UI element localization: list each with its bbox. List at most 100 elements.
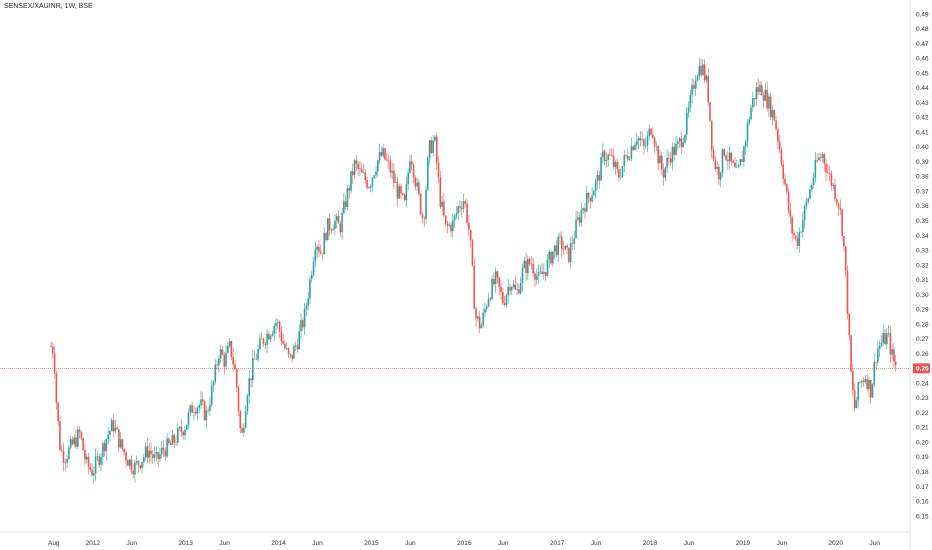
candle-body — [734, 162, 736, 168]
candle-body — [735, 167, 738, 168]
candle-body — [164, 450, 167, 457]
candle-body — [766, 89, 768, 109]
x-tick-label: 2018 — [643, 540, 658, 547]
candle-body — [337, 216, 340, 224]
y-tick-label: 0.34 — [916, 233, 929, 240]
y-tick-label: 0.28 — [916, 321, 929, 328]
candle-body — [646, 135, 649, 147]
candle-body — [307, 298, 309, 306]
candle-body — [75, 437, 77, 447]
candle-body — [641, 139, 643, 141]
candle-body — [439, 177, 442, 207]
candle-body — [703, 64, 706, 81]
candle-body — [559, 236, 561, 238]
candle-body — [728, 152, 731, 162]
candle-body — [419, 193, 422, 214]
candle-body — [225, 352, 227, 367]
candle-body — [400, 186, 402, 194]
x-tick-label: 2019 — [736, 540, 751, 547]
candle-body — [184, 429, 186, 436]
candle-body — [130, 459, 133, 471]
candle-body — [69, 439, 72, 448]
candle-body — [252, 358, 254, 381]
candle-body — [753, 98, 756, 100]
candle-body — [621, 165, 624, 177]
candle-body — [510, 287, 513, 291]
candle-body — [730, 152, 733, 162]
candle-body — [187, 412, 190, 425]
candle-body — [723, 149, 726, 156]
candle-body — [178, 427, 181, 429]
candle-body — [277, 321, 279, 323]
candle-body — [198, 405, 201, 409]
candle-body — [778, 141, 781, 150]
candles-group — [50, 58, 897, 484]
y-tick-label: 0.26 — [916, 351, 929, 358]
candle-body — [278, 321, 281, 332]
candle-body — [582, 208, 584, 211]
candle-body — [146, 446, 149, 458]
candle-body — [614, 161, 617, 167]
y-tick-label: 0.45 — [916, 70, 929, 77]
candle-body — [291, 354, 293, 359]
candle-body — [505, 295, 508, 305]
candle-body — [771, 109, 774, 118]
x-tick-label: 2020 — [828, 540, 843, 547]
candle-body — [160, 447, 163, 455]
candle-body — [462, 201, 465, 209]
candle-body — [118, 429, 120, 448]
candle-body — [350, 171, 352, 191]
candle-body — [176, 428, 179, 443]
y-tick-label: 0.21 — [916, 425, 929, 432]
candle-body — [689, 94, 692, 108]
y-axis-ticks: 0.49 0.48 0.47 0.46 0.45 0.44 0.43 0.42 0.41 0.40… — [916, 11, 929, 520]
candle-body — [875, 362, 877, 363]
candle-body — [760, 85, 763, 96]
candle-body — [566, 245, 568, 248]
candle-body — [243, 427, 245, 433]
candle-body — [569, 243, 572, 263]
candle-body — [653, 137, 656, 147]
candle-body — [407, 172, 409, 185]
y-tick-label: 0.20 — [916, 439, 929, 446]
candle-body — [391, 170, 393, 173]
candle-body — [452, 220, 454, 232]
candle-body — [455, 213, 458, 216]
candle-body — [882, 332, 885, 343]
candle-body — [76, 429, 79, 447]
candle-body — [302, 320, 304, 328]
candle-body — [769, 96, 772, 118]
candle-body — [859, 382, 861, 383]
y-tick-label: 0.43 — [916, 100, 929, 107]
candle-body — [257, 348, 259, 360]
candle-body — [864, 379, 867, 383]
candle-body — [405, 184, 408, 201]
candle-body — [255, 359, 258, 360]
candle-body — [435, 136, 438, 163]
candle-body — [885, 333, 888, 345]
candle-body — [784, 178, 786, 185]
candle-body — [432, 140, 434, 153]
candle-body — [366, 180, 368, 188]
candle-body — [768, 96, 770, 109]
candle-body — [543, 271, 545, 274]
candle-body — [732, 161, 735, 163]
candle-body — [891, 349, 893, 355]
candle-body — [484, 308, 486, 313]
candle-body — [764, 89, 767, 101]
candle-body — [268, 333, 270, 340]
candle-body — [832, 184, 835, 186]
candle-body — [201, 399, 204, 402]
x-tick-label: Jun — [312, 540, 323, 547]
y-tick-label: 0.42 — [916, 115, 929, 122]
candle-body — [691, 85, 693, 95]
y-tick-label: 0.49 — [916, 11, 929, 18]
candle-body — [852, 371, 854, 391]
candle-body — [496, 271, 499, 278]
candle-body — [668, 157, 670, 159]
candle-body — [575, 219, 577, 239]
candle-body — [100, 457, 102, 465]
candle-body — [173, 434, 176, 443]
candle-body — [232, 356, 234, 365]
